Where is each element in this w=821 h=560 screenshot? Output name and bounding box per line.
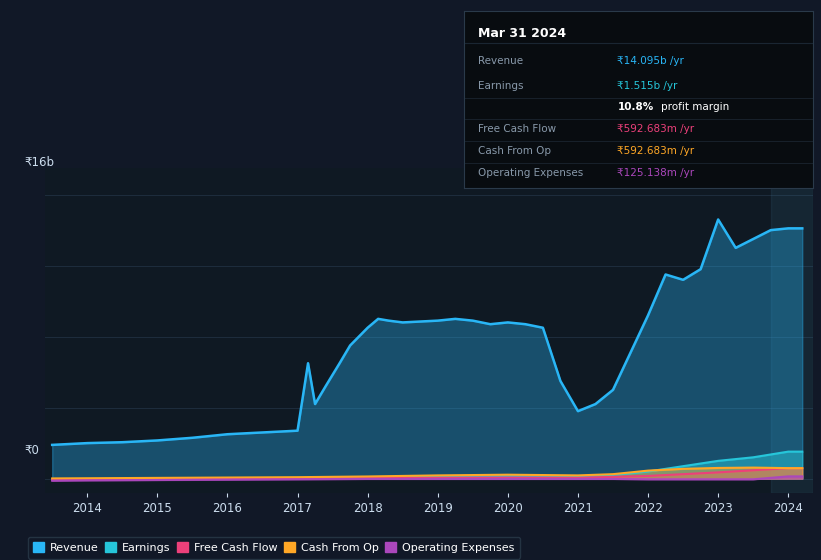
Text: ₹14.095b /yr: ₹14.095b /yr: [617, 55, 684, 66]
Text: 10.8%: 10.8%: [617, 102, 654, 113]
Text: ₹125.138m /yr: ₹125.138m /yr: [617, 169, 695, 179]
Text: ₹1.515b /yr: ₹1.515b /yr: [617, 81, 678, 91]
Text: Earnings: Earnings: [478, 81, 523, 91]
Text: Mar 31 2024: Mar 31 2024: [478, 27, 566, 40]
Text: ₹16b: ₹16b: [25, 156, 55, 169]
Text: Operating Expenses: Operating Expenses: [478, 169, 583, 179]
Text: profit margin: profit margin: [661, 102, 729, 113]
Text: ₹592.683m /yr: ₹592.683m /yr: [617, 146, 695, 156]
Text: Free Cash Flow: Free Cash Flow: [478, 124, 556, 134]
Text: ₹592.683m /yr: ₹592.683m /yr: [617, 124, 695, 134]
Text: ₹0: ₹0: [25, 444, 39, 458]
Legend: Revenue, Earnings, Free Cash Flow, Cash From Op, Operating Expenses: Revenue, Earnings, Free Cash Flow, Cash …: [28, 537, 520, 559]
Text: Revenue: Revenue: [478, 55, 523, 66]
Text: Cash From Op: Cash From Op: [478, 146, 551, 156]
Bar: [771, 168, 813, 493]
